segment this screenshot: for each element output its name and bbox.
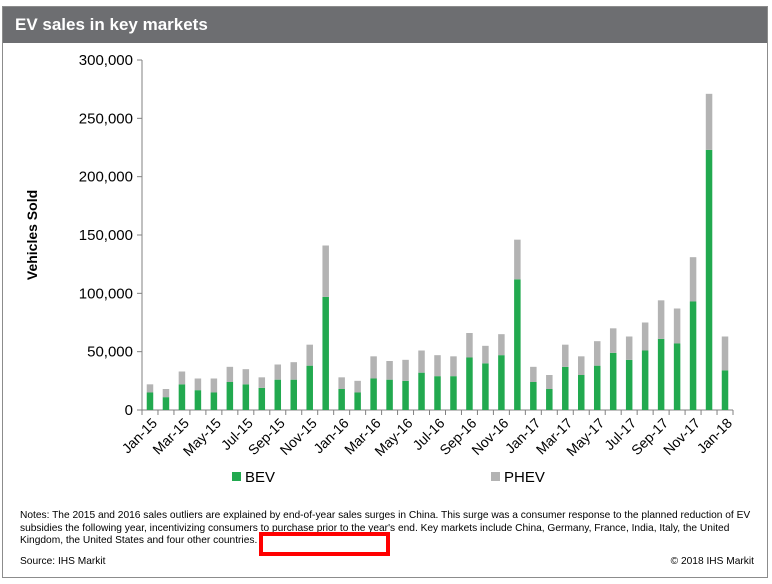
bar-phev	[386, 361, 393, 380]
bar-bev	[721, 370, 729, 410]
bar-bev	[226, 382, 234, 410]
bar-bev	[434, 376, 441, 410]
bar-bev	[562, 366, 569, 410]
legend-swatch-bev	[232, 472, 241, 481]
bar-bev	[162, 397, 170, 410]
bar-phev	[705, 93, 713, 150]
bar-phev	[258, 377, 266, 388]
bar-phev	[210, 378, 218, 393]
bar-bev	[386, 379, 393, 410]
bar-phev	[370, 356, 377, 379]
bar-phev	[290, 362, 297, 380]
bar-bev	[625, 359, 633, 410]
bar-phev	[673, 308, 681, 344]
chart-notes: Notes: The 2015 and 2016 sales outliers …	[20, 510, 751, 546]
bar-phev	[274, 364, 282, 380]
bar-bev	[578, 375, 585, 410]
x-tick-label: Nov-17	[660, 415, 703, 458]
bar-bev	[146, 392, 154, 410]
bar-phev	[689, 257, 697, 302]
bar-bev	[418, 372, 425, 410]
bar-phev	[162, 389, 170, 398]
bar-phev	[498, 334, 505, 356]
bar-bev	[705, 149, 713, 411]
bar-phev	[514, 239, 521, 280]
x-tick-label: Nov-16	[468, 415, 511, 458]
bar-phev	[609, 328, 617, 353]
bar-phev	[418, 350, 425, 373]
bar-bev	[673, 343, 681, 410]
bar-phev	[434, 355, 441, 377]
bar-bev	[593, 365, 601, 410]
chart-source: Source: IHS Markit	[20, 556, 106, 567]
bar-phev	[593, 341, 601, 366]
bar-bev	[322, 296, 329, 410]
bar-phev	[530, 366, 537, 382]
bar-phev	[657, 300, 665, 339]
chart-copyright: © 2018 IHS Markit	[670, 556, 754, 567]
legend-label-phev: PHEV	[504, 469, 545, 486]
bar-phev	[562, 344, 569, 367]
bar-bev	[402, 380, 409, 410]
bar-bev	[482, 363, 489, 410]
bar-bev	[242, 384, 250, 410]
bar-phev	[402, 359, 409, 381]
bar-phev	[466, 333, 473, 358]
bar-bev	[546, 389, 553, 410]
bar-bev	[450, 376, 457, 410]
bar-bev	[514, 279, 521, 410]
y-tick-label: 150,000	[79, 227, 133, 244]
y-tick-label: 250,000	[79, 110, 133, 127]
bar-phev	[354, 380, 361, 393]
bar-phev	[306, 344, 313, 366]
bar-bev	[290, 379, 297, 410]
y-tick-label: 50,000	[87, 344, 133, 361]
bar-phev	[641, 322, 649, 351]
y-tick-label: 300,000	[79, 52, 133, 69]
bar-phev	[146, 384, 154, 393]
bar-phev	[546, 375, 553, 389]
bar-bev	[641, 350, 649, 410]
bar-phev	[721, 336, 729, 371]
bar-phev	[482, 345, 489, 364]
bar-phev	[450, 356, 457, 377]
bar-bev	[354, 392, 361, 410]
y-tick-label: 200,000	[79, 169, 133, 186]
bar-bev	[338, 389, 345, 410]
y-tick-label: 100,000	[79, 285, 133, 302]
bar-phev	[322, 245, 329, 297]
bar-bev	[178, 384, 186, 410]
bar-bev	[689, 301, 697, 410]
bar-bev	[274, 379, 282, 410]
bar-bev	[609, 352, 617, 410]
bar-bev	[194, 390, 202, 410]
y-tick-label: 0	[125, 402, 133, 419]
legend-label-bev: BEV	[245, 469, 275, 486]
bar-bev	[210, 392, 218, 410]
bar-phev	[242, 369, 250, 385]
bar-bev	[258, 387, 266, 410]
bar-phev	[194, 378, 202, 391]
highlight-box	[259, 532, 390, 556]
bar-bev	[498, 355, 505, 410]
bar-bev	[370, 378, 377, 410]
bar-phev	[578, 356, 585, 375]
x-tick-label: Jan-18	[694, 415, 736, 457]
bar-bev	[466, 357, 473, 410]
bar-bev	[306, 365, 313, 410]
bar-phev	[226, 366, 234, 382]
chart-title: EV sales in key markets	[15, 15, 208, 34]
y-axis-label: Vehicles Sold	[24, 190, 40, 280]
x-tick-label: Nov-15	[277, 415, 320, 458]
bar-bev	[530, 382, 537, 410]
bar-phev	[625, 336, 633, 360]
title-bar: EV sales in key markets	[3, 7, 767, 43]
legend-swatch-phev	[491, 472, 500, 481]
bar-phev	[338, 377, 345, 389]
bar-bev	[657, 338, 665, 410]
bar-phev	[178, 371, 186, 385]
chart-frame: EV sales in key markets	[2, 6, 768, 578]
